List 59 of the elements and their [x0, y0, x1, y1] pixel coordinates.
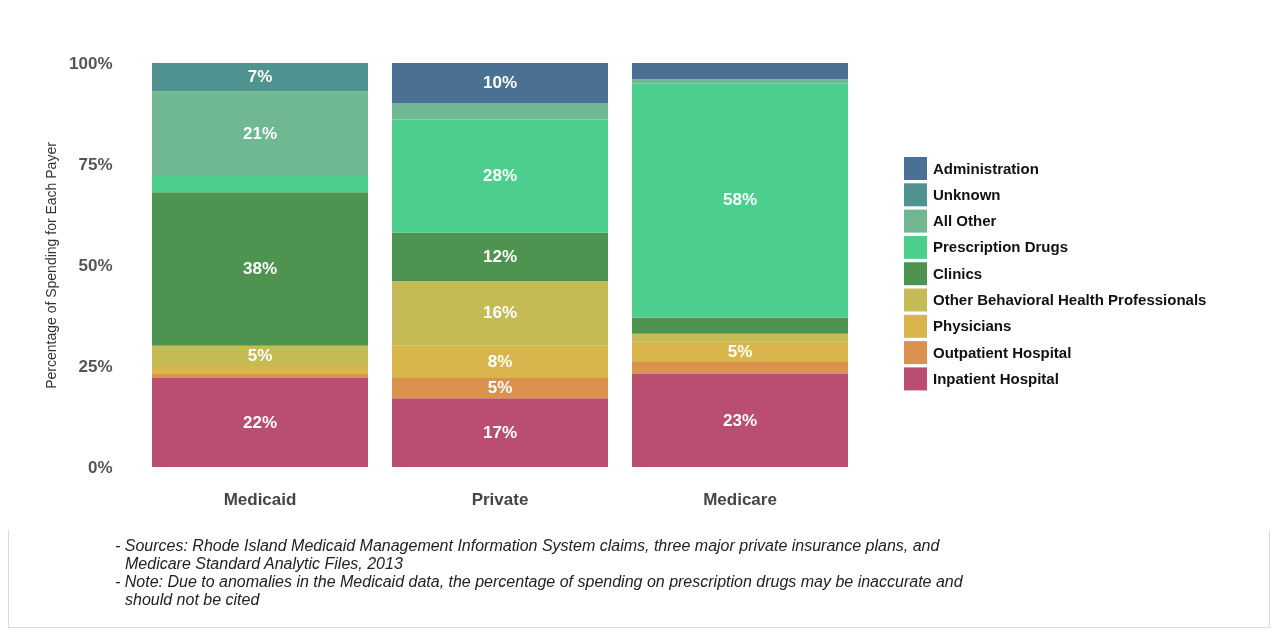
bar [632, 83, 848, 318]
bar [392, 345, 608, 379]
data-label: 8% [487, 351, 513, 371]
data-label: 10% [482, 73, 518, 93]
x-tick-label: Private [471, 489, 529, 509]
bar [152, 91, 368, 177]
data-label: 28% [482, 166, 518, 186]
data-label: 16% [482, 303, 518, 323]
x-tick-label: Medicaid [223, 489, 297, 509]
data-label: 5% [727, 341, 753, 361]
bar [632, 63, 848, 80]
bar [392, 281, 608, 346]
bar [632, 333, 848, 342]
bar [152, 366, 368, 375]
text: - Sources: Rhode Island Medicaid Management Information System claims, three major private insurance plans, and Medicare Standard Analytic Files, 2013 [115, 537, 941, 573]
data-label: 22% [242, 412, 278, 432]
legend-label: Administration [933, 159, 1039, 177]
data-label: 21% [242, 123, 278, 143]
data-label: 5% [247, 345, 273, 365]
bar [392, 378, 608, 399]
data-label: 17% [482, 422, 518, 442]
y-axis-title: Percentage of Spending for Each Payer [42, 141, 59, 389]
legend-label: Inpatient Hospital [933, 369, 1059, 387]
bar [632, 361, 848, 375]
bar [152, 192, 368, 346]
text: - Note: Due to anomalies in the Medicaid data, the percentage of spending on prescription drugs may be inaccurate and should not be cited [115, 573, 964, 609]
legend-label: Clinics [933, 264, 983, 282]
legend-label: Prescription Drugs [933, 238, 1069, 256]
data-label: 38% [242, 259, 278, 279]
legend-label: Other Behavioral Health Professionals [933, 291, 1207, 308]
data-label: 58% [722, 190, 758, 210]
x-tick-label: Medicare [703, 489, 777, 509]
bar [152, 374, 368, 379]
bar [392, 119, 608, 233]
bar [392, 398, 608, 467]
data-label: 7% [247, 67, 273, 87]
bar [152, 378, 368, 467]
legend-label: Unknown [933, 185, 1001, 203]
y-tick-label: 50% [78, 255, 113, 275]
bar [392, 63, 608, 104]
bar [632, 79, 848, 84]
y-tick-label: 0% [87, 457, 113, 477]
bar [392, 232, 608, 282]
y-tick-label: 75% [78, 154, 113, 174]
bar [152, 63, 368, 92]
legend-label: All Other [933, 212, 997, 230]
bar [392, 103, 608, 120]
bar [152, 345, 368, 366]
data-label: 5% [487, 378, 513, 398]
data-label: 23% [722, 410, 758, 430]
bar [632, 341, 848, 362]
bar [632, 317, 848, 334]
legend-label: Physicians [933, 317, 1012, 335]
bar [632, 374, 848, 467]
legend-label: Outpatient Hospital [933, 343, 1072, 361]
y-tick-label: 100% [69, 53, 113, 73]
y-tick-label: 25% [78, 356, 113, 376]
bar [152, 176, 368, 193]
data-label: 12% [482, 246, 518, 266]
